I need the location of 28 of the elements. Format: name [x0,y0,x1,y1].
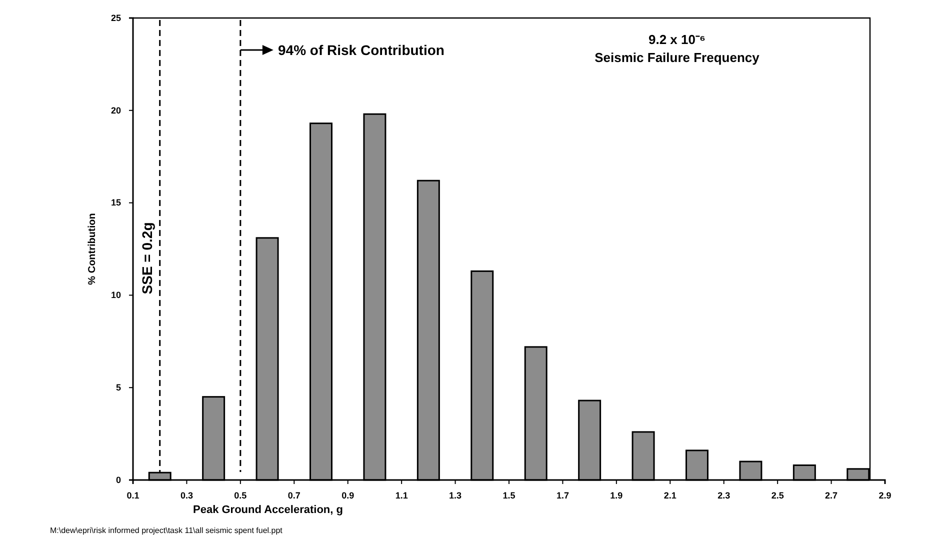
x-tick-label: 1.1 [395,490,408,500]
x-tick-label: 2.7 [825,490,838,500]
x-tick-label: 0.9 [342,490,354,500]
y-tick-label: 10 [110,290,121,300]
x-tick-label: 2.9 [878,490,892,500]
y-tick-label: 0 [116,474,121,485]
x-tick-label: 1.9 [610,490,623,500]
x-tick-label: 0.3 [180,490,193,500]
x-tick-label: 1.3 [449,490,462,500]
x-tick-label: 2.1 [664,490,676,500]
x-tick-label: 1.7 [556,490,569,500]
x-axis-title: Peak Ground Acceleration, g [193,504,343,516]
text: M:\dew\epri\risk informed project\task 11\all seismic spent fuel.ppt [50,526,284,535]
annotation: 94% of Risk Contribution [278,42,444,58]
y-tick-label: 20 [110,105,121,116]
y-tick-label: 5 [116,382,121,392]
x-tick-label: 0.7 [288,490,300,500]
x-tick-label: 2.3 [718,490,730,500]
x-tick-label: 1.5 [502,490,516,500]
annotation: 9.2 x 10⁻⁶ [648,32,706,47]
x-tick-label: 2.5 [771,490,784,500]
x-tick-label: 0.1 [126,490,140,500]
annotation: Seismic Failure Frequency [594,50,760,65]
ref-line-label: SSE = 0.2g [138,222,155,294]
y-tick-label: 15 [110,198,121,208]
y-tick-label: 25 [110,12,121,23]
x-tick-label: 0.5 [234,490,247,500]
y-axis-title: % Contribution [87,213,98,285]
